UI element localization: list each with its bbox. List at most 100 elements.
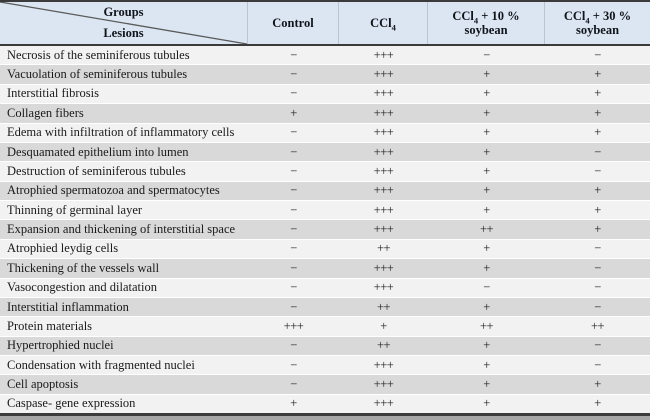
lesion-label: Thickening of the vessels wall (7, 260, 160, 275)
table-row: Hypertrophied nuclei − ++ + − (0, 335, 650, 355)
value-ccl4-plus-10pct-soybean: − (483, 280, 490, 295)
table-row: Protein materials +++ + ++ ++ (0, 316, 650, 336)
value-ccl4-plus-10pct-soybean: ++ (479, 222, 494, 237)
value-ccl4-plus-30pct-soybean: + (594, 222, 601, 237)
value-control: − (290, 125, 297, 140)
table-row: Vacuolation of seminiferous tubules − +++ +… (0, 64, 650, 84)
groups-header-label: Groups (103, 5, 144, 19)
value-ccl4: +++ (373, 163, 394, 178)
value-ccl4-plus-30pct-soybean: − (594, 163, 601, 178)
value-ccl4-plus-30pct-soybean: + (594, 202, 601, 217)
value-ccl4: ++ (376, 299, 391, 314)
table-row: Vasocongestion and dilatation − +++ − − (0, 277, 650, 297)
diagonal-header-cell: Groups Lesions (0, 2, 248, 44)
value-ccl4-plus-30pct-soybean: − (594, 144, 601, 159)
table-row: Condensation with fragmented nuclei − +++ +… (0, 355, 650, 375)
table-row: Atrophied spermatozoa and spermatocytes −… (0, 180, 650, 200)
col-header-ccl4-plus-10pct-soybean: CCl4 + 10 % soybean (428, 2, 545, 44)
value-ccl4-plus-10pct-soybean: + (483, 183, 490, 198)
table-row: Caspase- gene expression + +++ + + (0, 393, 650, 414)
value-ccl4-plus-10pct-soybean: + (483, 67, 490, 82)
value-control: − (290, 144, 297, 159)
value-ccl4-plus-10pct-soybean: + (483, 105, 490, 120)
lesion-label: Condensation with fragmented nuclei (7, 357, 195, 372)
lesion-label: Hypertrophied nuclei (7, 338, 114, 353)
value-ccl4: +++ (373, 47, 394, 62)
value-ccl4: +++ (373, 125, 394, 140)
table-row: Edema with infiltration of inflammatory … (0, 122, 650, 142)
value-ccl4: + (380, 318, 387, 333)
value-ccl4-plus-10pct-soybean: + (483, 299, 490, 314)
col-header-control: Control (248, 2, 339, 44)
header-row: Groups Lesions Control CCl4 CCl4 + 10 % soy… (0, 2, 650, 46)
value-ccl4: +++ (373, 260, 394, 275)
table-row: Interstitial fibrosis − +++ + + (0, 83, 650, 104)
value-control: − (290, 357, 297, 372)
value-ccl4: +++ (373, 396, 394, 411)
value-control: − (290, 241, 297, 256)
value-control: − (290, 338, 297, 353)
lesion-label: Protein materials (7, 318, 93, 333)
value-control: − (290, 202, 297, 217)
lesion-label: Atrophied spermatozoa and spermatocytes (7, 183, 220, 198)
value-control: − (290, 377, 297, 392)
value-ccl4-plus-30pct-soybean: + (594, 396, 601, 411)
lesion-label: Necrosis of the seminiferous tubules (7, 47, 190, 62)
value-ccl4-plus-10pct-soybean: − (483, 47, 490, 62)
value-ccl4-plus-30pct-soybean: − (594, 280, 601, 295)
lesion-label: Destruction of seminiferous tubules (7, 163, 186, 178)
value-control: − (290, 299, 297, 314)
value-ccl4-plus-30pct-soybean: + (594, 377, 601, 392)
value-ccl4-plus-10pct-soybean: ++ (479, 318, 494, 333)
value-control: − (290, 67, 297, 82)
value-ccl4: ++ (376, 338, 391, 353)
value-control: − (290, 47, 297, 62)
value-ccl4-plus-10pct-soybean: + (483, 377, 490, 392)
lesion-label: Edema with infiltration of inflammatory … (7, 125, 235, 140)
value-ccl4: +++ (373, 86, 394, 101)
lesion-label: Vacuolation of seminiferous tubules (7, 67, 188, 82)
table-row: Atrophied leydig cells − ++ + − (0, 238, 650, 259)
value-ccl4-plus-30pct-soybean: + (594, 125, 601, 140)
value-ccl4-plus-30pct-soybean: ++ (590, 318, 605, 333)
value-ccl4-plus-10pct-soybean: + (483, 338, 490, 353)
value-ccl4: +++ (373, 144, 394, 159)
value-ccl4-plus-10pct-soybean: + (483, 396, 490, 411)
table-row: Thickening of the vessels wall − +++ + − (0, 258, 650, 278)
table-bottom-rule (0, 413, 650, 416)
table-row: Collagen fibers + +++ + + (0, 103, 650, 123)
table-row: Desquamated epithelium into lumen − +++ + − (0, 141, 650, 162)
value-control: − (290, 86, 297, 101)
value-ccl4-plus-10pct-soybean: + (483, 125, 490, 140)
diagonal-line (0, 2, 247, 44)
value-ccl4-plus-10pct-soybean: + (483, 163, 490, 178)
lesion-label: Desquamated epithelium into lumen (7, 144, 189, 159)
table-row: Destruction of seminiferous tubules − +++ +… (0, 161, 650, 181)
table-bottom-shadow-rule (0, 416, 650, 420)
value-ccl4: +++ (373, 105, 394, 120)
value-ccl4: +++ (373, 222, 394, 237)
value-control: − (290, 280, 297, 295)
table-row: Necrosis of the seminiferous tubules − +++… (0, 46, 650, 65)
lesions-header-label: Lesions (103, 26, 144, 40)
value-ccl4-plus-30pct-soybean: − (594, 241, 601, 256)
value-ccl4: +++ (373, 357, 394, 372)
value-ccl4-plus-30pct-soybean: + (594, 105, 601, 120)
value-ccl4: +++ (373, 183, 394, 198)
value-ccl4-plus-30pct-soybean: + (594, 183, 601, 198)
lesion-label: Cell apoptosis (7, 377, 79, 392)
value-ccl4: +++ (373, 67, 394, 82)
value-ccl4-plus-30pct-soybean: − (594, 299, 601, 314)
col-header-ccl4: CCl4 (339, 2, 428, 44)
value-ccl4-plus-30pct-soybean: + (594, 67, 601, 82)
value-ccl4: ++ (376, 241, 391, 256)
table-row: Interstitial inflammation − ++ + − (0, 296, 650, 317)
lesion-label: Vasocongestion and dilatation (7, 280, 157, 295)
value-control: + (290, 105, 297, 120)
lesion-label: Interstitial inflammation (7, 299, 129, 314)
value-ccl4-plus-30pct-soybean: − (594, 47, 601, 62)
value-ccl4-plus-10pct-soybean: + (483, 144, 490, 159)
table-row: Expansion and thickening of interstitial… (0, 219, 650, 239)
value-control: − (290, 222, 297, 237)
